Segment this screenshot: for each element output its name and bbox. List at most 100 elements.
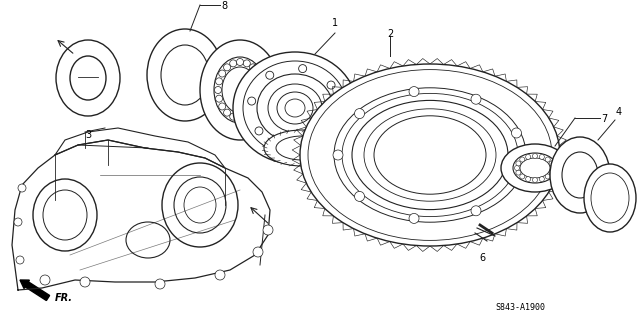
Circle shape (299, 65, 307, 73)
Circle shape (248, 97, 255, 105)
Circle shape (525, 177, 531, 181)
Circle shape (516, 161, 521, 166)
Circle shape (254, 70, 261, 77)
Circle shape (254, 103, 261, 110)
Circle shape (532, 154, 538, 158)
Circle shape (255, 127, 263, 135)
Circle shape (266, 71, 274, 79)
Ellipse shape (276, 136, 328, 160)
Text: 3: 3 (85, 130, 91, 140)
Circle shape (316, 137, 324, 145)
Circle shape (409, 213, 419, 223)
Ellipse shape (264, 130, 340, 166)
Ellipse shape (174, 177, 226, 233)
Circle shape (327, 81, 335, 89)
Ellipse shape (584, 164, 636, 232)
Circle shape (545, 157, 550, 162)
Ellipse shape (126, 222, 170, 258)
Text: 4: 4 (616, 107, 622, 117)
Circle shape (532, 178, 538, 182)
Circle shape (253, 247, 263, 257)
Ellipse shape (161, 45, 209, 105)
Circle shape (355, 108, 365, 119)
Ellipse shape (520, 158, 550, 178)
Circle shape (155, 279, 165, 289)
Ellipse shape (352, 100, 508, 210)
Ellipse shape (214, 57, 266, 123)
Circle shape (334, 111, 342, 119)
Ellipse shape (257, 74, 333, 142)
Circle shape (333, 150, 343, 160)
Ellipse shape (162, 163, 238, 247)
Ellipse shape (147, 29, 223, 121)
Ellipse shape (268, 84, 322, 132)
Circle shape (80, 277, 90, 287)
Circle shape (471, 206, 481, 216)
Text: 8: 8 (221, 1, 227, 11)
Ellipse shape (233, 52, 357, 164)
Circle shape (230, 113, 237, 120)
Circle shape (516, 170, 521, 175)
Circle shape (520, 157, 525, 162)
Ellipse shape (277, 92, 313, 124)
Ellipse shape (56, 40, 120, 116)
Circle shape (18, 184, 26, 192)
Circle shape (219, 103, 226, 110)
Circle shape (243, 60, 250, 67)
Ellipse shape (374, 116, 486, 194)
Circle shape (237, 115, 243, 122)
Circle shape (259, 86, 266, 93)
Ellipse shape (200, 40, 280, 140)
Circle shape (14, 218, 22, 226)
Circle shape (216, 95, 223, 102)
Ellipse shape (222, 67, 258, 113)
Ellipse shape (562, 152, 598, 198)
Text: 1: 1 (332, 18, 338, 28)
Circle shape (511, 172, 522, 182)
Ellipse shape (334, 88, 526, 222)
Circle shape (214, 86, 221, 93)
Circle shape (550, 165, 556, 171)
Circle shape (257, 95, 264, 102)
Circle shape (243, 113, 250, 120)
Text: 7: 7 (601, 114, 607, 124)
Circle shape (219, 70, 226, 77)
Ellipse shape (501, 144, 569, 192)
Circle shape (545, 174, 550, 179)
Ellipse shape (300, 64, 560, 246)
Circle shape (284, 143, 291, 151)
Ellipse shape (43, 190, 87, 240)
Circle shape (549, 170, 554, 175)
Text: 2: 2 (387, 29, 393, 39)
Circle shape (250, 64, 257, 71)
Ellipse shape (33, 179, 97, 251)
Circle shape (515, 165, 520, 171)
FancyArrow shape (20, 280, 50, 300)
Text: FR.: FR. (55, 293, 73, 303)
Circle shape (215, 270, 225, 280)
Text: 6: 6 (479, 253, 485, 263)
Circle shape (525, 155, 531, 159)
Circle shape (250, 109, 257, 116)
Circle shape (257, 78, 264, 85)
Ellipse shape (513, 153, 557, 183)
Circle shape (216, 78, 223, 85)
Ellipse shape (184, 187, 216, 223)
Circle shape (471, 94, 481, 104)
Ellipse shape (70, 56, 106, 100)
Ellipse shape (243, 61, 347, 155)
Circle shape (237, 59, 243, 66)
Circle shape (540, 177, 545, 181)
Circle shape (16, 256, 24, 264)
Circle shape (549, 161, 554, 166)
Circle shape (223, 64, 230, 71)
Circle shape (223, 109, 230, 116)
Circle shape (511, 128, 522, 138)
Circle shape (540, 155, 545, 159)
Text: S843-A1900: S843-A1900 (495, 303, 545, 312)
Circle shape (263, 225, 273, 235)
Circle shape (409, 87, 419, 97)
Circle shape (355, 191, 365, 201)
Circle shape (520, 174, 525, 179)
Circle shape (230, 60, 237, 67)
